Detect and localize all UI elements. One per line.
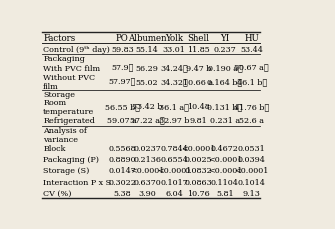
Text: 0.131 b★: 0.131 b★ <box>207 103 243 111</box>
Text: With PVC film: With PVC film <box>43 64 100 72</box>
Text: 33.01: 33.01 <box>163 46 186 53</box>
Text: 0.231 a: 0.231 a <box>210 117 240 125</box>
Text: <0.0001: <0.0001 <box>181 144 215 153</box>
Text: Packaging (P): Packaging (P) <box>43 155 99 164</box>
Text: YI: YI <box>220 34 229 43</box>
Text: 0.0025: 0.0025 <box>185 155 212 164</box>
Text: Packaging: Packaging <box>43 55 85 63</box>
Text: 57.97★: 57.97★ <box>109 78 136 86</box>
Text: HU: HU <box>244 34 259 43</box>
Text: 34.32★: 34.32★ <box>160 78 188 86</box>
Text: Block: Block <box>43 144 66 153</box>
Text: 11.85: 11.85 <box>187 46 210 53</box>
Text: 0.5568: 0.5568 <box>109 144 136 153</box>
Text: 0.8890: 0.8890 <box>109 155 136 164</box>
Text: Room
temperature: Room temperature <box>43 98 94 115</box>
Text: 41.76 b★: 41.76 b★ <box>234 103 269 111</box>
Text: <0.0001: <0.0001 <box>234 167 269 175</box>
Text: Control (9ᵗʰ day): Control (9ᵗʰ day) <box>43 46 110 53</box>
Text: 10.48: 10.48 <box>187 103 210 111</box>
Text: Storage (S): Storage (S) <box>43 167 89 175</box>
Text: 0.1014: 0.1014 <box>238 178 266 186</box>
Text: 0.0863: 0.0863 <box>185 178 212 186</box>
Text: 0.1017: 0.1017 <box>160 178 188 186</box>
Text: 0.1104: 0.1104 <box>211 178 239 186</box>
Text: 50.67 a★: 50.67 a★ <box>234 64 269 72</box>
Text: 0.7844: 0.7844 <box>160 144 188 153</box>
Text: Refrigerated: Refrigerated <box>43 117 95 125</box>
Text: 56.29: 56.29 <box>136 64 158 72</box>
Text: 0.0394: 0.0394 <box>238 155 266 164</box>
Text: 0.0832: 0.0832 <box>185 167 212 175</box>
Text: 57.22 a★: 57.22 a★ <box>130 117 164 125</box>
Text: 0.0531: 0.0531 <box>238 144 266 153</box>
Text: 10.76: 10.76 <box>187 189 210 197</box>
Text: 53.44: 53.44 <box>240 46 263 53</box>
Text: Yolk: Yolk <box>165 34 183 43</box>
Text: 59.83: 59.83 <box>111 46 134 53</box>
Text: <0.0001: <0.0001 <box>208 155 242 164</box>
Text: 0.2136: 0.2136 <box>133 155 161 164</box>
Text: 0.4672: 0.4672 <box>211 144 239 153</box>
Text: Without PVC
film: Without PVC film <box>43 74 95 91</box>
Text: Interaction P x S: Interaction P x S <box>43 178 111 186</box>
Text: 0.0147: 0.0147 <box>109 167 136 175</box>
Text: 57.9★: 57.9★ <box>111 64 134 72</box>
Text: 53.42 b: 53.42 b <box>132 103 162 111</box>
Text: 55.02: 55.02 <box>136 78 158 86</box>
Text: 9.47 b: 9.47 b <box>186 64 211 72</box>
Text: 46.1 b★: 46.1 b★ <box>237 78 267 86</box>
Text: 10.66 a: 10.66 a <box>183 78 213 86</box>
Text: 6.04: 6.04 <box>165 189 183 197</box>
Text: 0.3022: 0.3022 <box>109 178 136 186</box>
Text: 59.07 a: 59.07 a <box>108 117 137 125</box>
Text: 0.237: 0.237 <box>213 46 236 53</box>
Text: 52.6 a: 52.6 a <box>239 117 264 125</box>
Text: Factors: Factors <box>43 34 75 43</box>
Text: 5.81: 5.81 <box>216 189 234 197</box>
Text: Albumen: Albumen <box>128 34 166 43</box>
Text: <0.0001: <0.0001 <box>130 167 164 175</box>
Text: 36.1 a★: 36.1 a★ <box>159 103 189 111</box>
Text: <0.0001: <0.0001 <box>157 167 192 175</box>
Text: 32.97 b: 32.97 b <box>159 117 190 125</box>
Text: 55.14: 55.14 <box>136 46 158 53</box>
Text: 0.164 b★: 0.164 b★ <box>207 78 243 86</box>
Text: 9.13: 9.13 <box>243 189 261 197</box>
Text: 0.190 a★: 0.190 a★ <box>208 64 242 72</box>
Text: 56.55 b★: 56.55 b★ <box>105 103 140 111</box>
Text: PO: PO <box>116 34 129 43</box>
Text: 0.6370: 0.6370 <box>133 178 161 186</box>
Text: 9.81: 9.81 <box>189 117 207 125</box>
Text: <0.0001: <0.0001 <box>208 167 242 175</box>
Text: 5.38: 5.38 <box>114 189 131 197</box>
Text: Shell: Shell <box>187 34 209 43</box>
Text: Storage: Storage <box>43 90 75 98</box>
Text: 3.90: 3.90 <box>138 189 156 197</box>
Text: CV (%): CV (%) <box>43 189 72 197</box>
Text: 0.0237: 0.0237 <box>133 144 161 153</box>
Text: 0.6554: 0.6554 <box>160 155 188 164</box>
Text: Analysis of
variance: Analysis of variance <box>43 126 87 143</box>
Text: 34.24★: 34.24★ <box>160 64 188 72</box>
